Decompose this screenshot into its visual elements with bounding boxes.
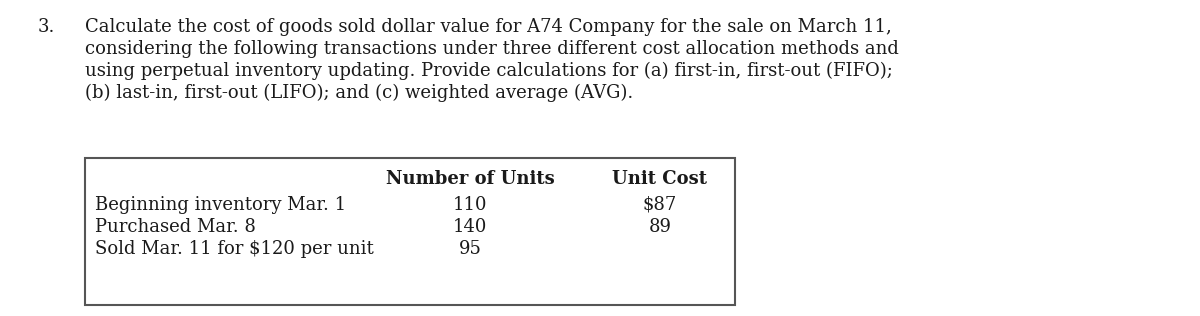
Text: Beginning inventory Mar. 1: Beginning inventory Mar. 1 [95,196,346,214]
Text: Purchased Mar. 8: Purchased Mar. 8 [95,218,256,236]
Text: Number of Units: Number of Units [385,170,554,188]
Text: 89: 89 [648,218,672,236]
Text: considering the following transactions under three different cost allocation met: considering the following transactions u… [85,40,899,58]
Text: 95: 95 [458,240,481,258]
Text: 3.: 3. [38,18,55,36]
Text: 140: 140 [452,218,487,236]
Bar [85,158,734,305]
Text: Unit Cost: Unit Cost [612,170,708,188]
Text: $87: $87 [643,196,677,214]
Text: 110: 110 [452,196,487,214]
Text: Calculate the cost of goods sold dollar value for A74 Company for the sale on Ma: Calculate the cost of goods sold dollar … [85,18,892,36]
Text: using perpetual inventory updating. Provide calculations for (a) first-in, first: using perpetual inventory updating. Prov… [85,62,893,80]
Text: (b) last-in, first-out (LIFO); and (c) weighted average (AVG).: (b) last-in, first-out (LIFO); and (c) w… [85,84,634,102]
Text: Sold Mar. 11 for $120 per unit: Sold Mar. 11 for $120 per unit [95,240,373,258]
